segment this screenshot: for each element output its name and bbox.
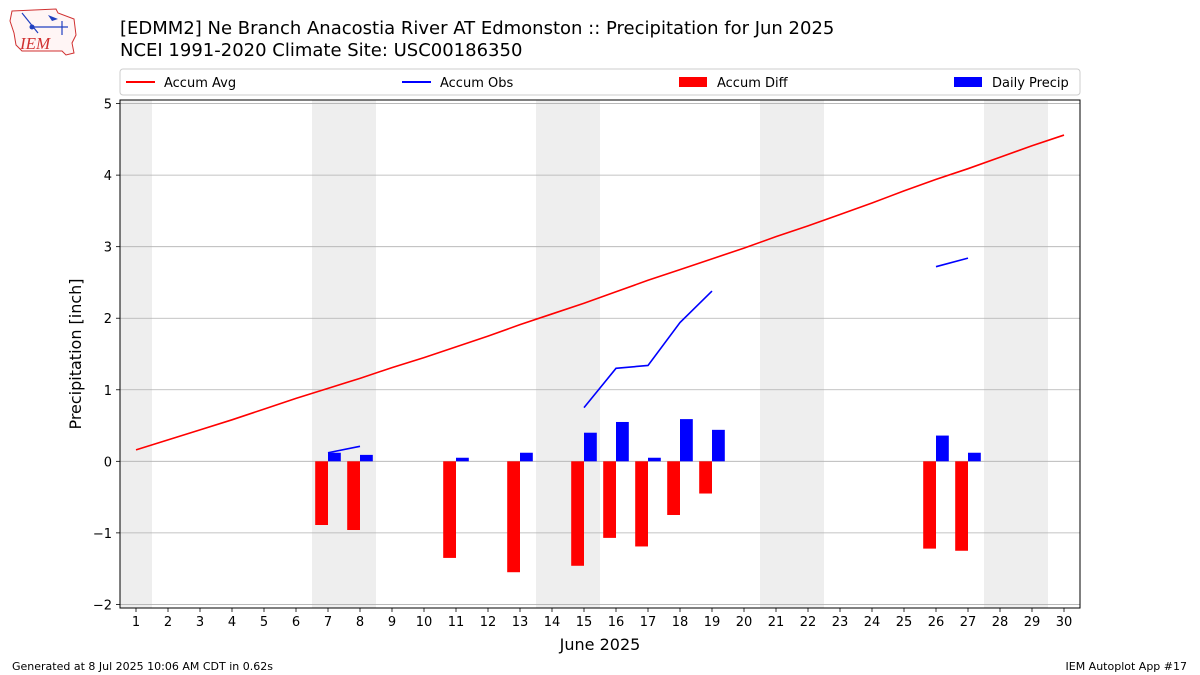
y-tick-label: 0 [104,455,112,470]
x-tick-label: 12 [480,615,497,630]
x-tick-label: 18 [672,615,689,630]
x-tick-label: 21 [768,615,785,630]
daily-precip-bar [936,435,949,462]
x-tick-label: 16 [608,615,625,630]
x-tick-label: 20 [736,615,753,630]
weekend-band [312,100,376,608]
app-identifier: IEM Autoplot App #17 [1065,660,1188,673]
weekend-band [984,100,1048,608]
legend-label: Daily Precip [992,76,1069,91]
y-tick-label: 3 [104,241,112,256]
plot-frame [119,99,1081,609]
daily-precip-bar [968,452,981,462]
accum-diff-bar [315,461,328,526]
accum-obs-line [935,257,969,268]
daily-precip-bar [712,429,725,462]
accum-diff-bar [347,461,360,531]
x-tick-label: 13 [512,615,529,630]
x-tick-label: 11 [448,615,465,630]
x-tick-label: 7 [324,615,332,630]
weekend-band [536,100,600,608]
x-tick-label: 23 [832,615,849,630]
daily-precip-bar [360,454,373,462]
x-tick-label: 9 [388,615,396,630]
daily-precip-bar [680,419,693,462]
x-tick-label: 15 [576,615,593,630]
accum-avg-line [135,134,1065,451]
daily-precip-bar [616,421,629,462]
x-tick-label: 19 [704,615,721,630]
legend-swatch-bar [679,77,707,87]
x-tick-label: 2 [164,615,172,630]
x-tick-label: 10 [416,615,433,630]
chart-title: [EDMM2] Ne Branch Anacostia River AT Edm… [120,18,835,39]
x-tick-label: 6 [292,615,300,630]
accum-diff-bar [699,461,712,494]
y-tick-label: 4 [104,169,112,184]
x-tick-label: 24 [864,615,881,630]
x-tick-label: 28 [992,615,1009,630]
daily-precip-bar [456,457,469,462]
accum-diff-bar [603,461,616,538]
legend: Accum Avg Accum Obs Accum Diff Daily Precip [119,68,1081,96]
accum-diff-bar [667,461,680,515]
y-tick-label: 5 [104,98,112,113]
x-tick-label: 22 [800,615,817,630]
legend-box [119,68,1081,96]
x-tick-label: 5 [260,615,268,630]
weekend-shading [120,100,1048,608]
weekend-band [760,100,824,608]
x-tick-label: 4 [228,615,236,630]
daily-precip-bar [584,432,597,462]
daily-precip-bar [328,452,341,462]
weekend-band [120,100,152,608]
y-axis-label: Precipitation [inch] [66,278,85,429]
iem-logo-text: IEM [19,34,51,53]
axis-ticks: 1 2 3 4 5 6 7 8 9 10 11 12 13 14 15 16 17 18 19 20 21 22 23 24 2… [93,98,1072,630]
legend-label: Accum Diff [717,76,789,91]
daily-precip-bar [648,457,661,462]
accum-diff-bar [955,461,968,551]
accum-obs-line [327,445,361,454]
x-tick-label: 25 [896,615,913,630]
y-tick-label: 2 [104,312,112,327]
generated-timestamp: Generated at 8 Jul 2025 10:06 AM CDT in … [12,660,273,673]
y-tick-label: 1 [104,384,112,399]
x-tick-label: 3 [196,615,204,630]
x-axis-label: June 2025 [559,635,641,654]
accum-diff-bar [443,461,456,558]
legend-swatch-bar [954,77,982,87]
accum-diff-bar [635,461,648,547]
iem-logo: IEM [9,8,77,56]
y-tick-label: −2 [93,598,112,613]
grid-lines [120,103,1080,605]
bars [315,419,981,573]
x-tick-label: 26 [928,615,945,630]
x-tick-label: 29 [1024,615,1041,630]
series-lines [135,134,1065,454]
x-tick-label: 27 [960,615,977,630]
accum-obs-line [583,290,713,409]
chart-subtitle: NCEI 1991-2020 Climate Site: USC00186350 [120,40,523,61]
legend-label: Accum Avg [164,76,236,91]
x-tick-label: 8 [356,615,364,630]
accum-diff-bar [571,461,584,566]
legend-label: Accum Obs [440,76,513,91]
accum-diff-bar [923,461,936,549]
x-tick-label: 1 [132,615,140,630]
x-tick-label: 30 [1056,615,1073,630]
y-tick-label: −1 [93,527,112,542]
accum-diff-bar [507,461,520,573]
x-tick-label: 14 [544,615,561,630]
x-tick-label: 17 [640,615,657,630]
daily-precip-bar [520,452,533,462]
